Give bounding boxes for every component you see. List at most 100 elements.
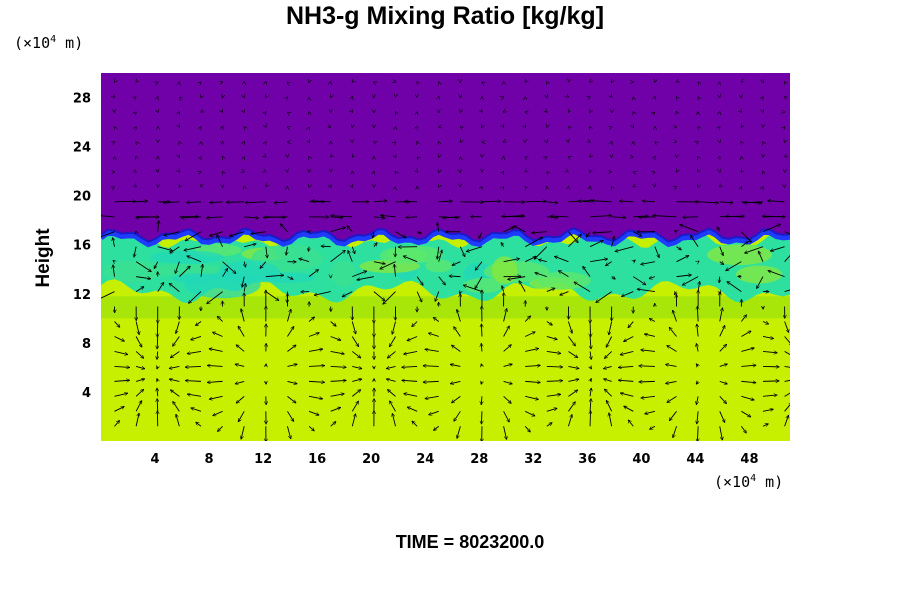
wind-vector [188,291,202,304]
wind-vector [428,410,439,415]
wind-vector [452,261,461,266]
wind-vector [135,217,158,218]
wind-vector [351,401,360,412]
wind-vector [342,291,353,298]
wind-vector [667,395,677,403]
wind-vector [568,351,578,359]
field-edge [101,228,790,248]
wind-vector [741,231,751,243]
wind-vector [481,324,482,337]
wind-vector [433,425,440,430]
wind-vector [309,366,325,367]
wind-vector [207,381,223,382]
x-tick-label: 16 [308,452,326,467]
wind-vector [435,291,440,302]
wind-vector [741,315,746,322]
wind-vector [674,292,676,295]
wind-vector [589,259,608,263]
wind-vector [609,321,613,336]
wind-vector [164,231,180,236]
wind-vector [762,224,781,233]
wind-vector [101,291,115,299]
wind-vector [665,364,677,367]
wind-vector [217,316,223,322]
wind-vector [672,310,677,322]
x-tick-label: 32 [524,452,542,467]
wind-vector [308,246,309,252]
wind-vector [741,381,756,382]
wind-vector [330,394,345,397]
wind-vector [762,351,777,352]
wind-vector [592,232,612,233]
wind-vector [503,380,513,384]
wind-vector [308,410,319,415]
wind-vector [169,379,180,382]
wind-vector [466,246,483,252]
wind-vector [380,261,396,270]
wind-vector [784,336,790,345]
wind-vector [620,351,634,354]
time-value: 8023200.0 [459,532,545,552]
field-patch [735,265,783,284]
wind-vector [503,308,507,322]
wind-vector [403,393,418,397]
wind-vector [605,336,613,347]
wind-vector [387,351,396,358]
x-tick-label: 20 [362,452,380,467]
wind-vector [190,336,202,339]
wind-vector [412,321,418,327]
wind-vector [244,217,259,218]
x-tick-label: 24 [416,452,434,467]
y-axis-unit: (×104 m) [14,34,83,52]
wind-vector [525,201,546,202]
wind-vector [451,395,461,403]
wind-vector [311,201,331,202]
field-patch [171,273,219,284]
wind-vector [568,321,572,334]
wind-vector [719,411,725,422]
wind-vector [235,380,245,384]
wind-vector [403,351,418,354]
wind-vector [287,411,295,421]
wind-vector [719,325,725,337]
wind-vector [652,216,677,217]
wind-vector [665,380,677,383]
wind-vector [287,395,296,403]
wind-vector [287,426,290,439]
wind-vector [784,351,790,356]
wind-vector [475,261,483,271]
wind-vector [416,291,422,303]
wind-vector [330,366,347,367]
wind-vector [287,326,295,337]
wind-vector [172,401,180,412]
wind-vector [743,202,764,203]
wind-vector [114,380,130,381]
wind-vector [351,246,355,254]
wind-vector [605,400,613,412]
wind-vector [157,336,158,349]
wind-vector [136,201,148,202]
wind-vector [169,365,180,368]
wind-vector [373,243,377,247]
wind-vector [762,216,785,217]
wind-vector [568,414,572,427]
wind-vector [136,365,145,368]
wind-vector [113,265,115,277]
y-tick-label: 12 [73,288,91,303]
x-tick-label: 12 [254,452,272,467]
wind-vector [546,394,561,397]
wind-vector [352,271,367,278]
wind-vector [525,348,539,352]
wind-vector [756,276,764,289]
wind-vector [596,291,612,304]
time-label: TIME = [395,532,460,552]
wind-vector [134,246,137,258]
wind-vector [690,235,699,247]
wind-vector [135,413,139,427]
wind-vector [459,246,465,257]
wind-vector [719,308,723,322]
wind-vector [590,378,592,381]
wind-vector [611,277,616,280]
y-tick-label: 8 [82,337,91,352]
y-tick-label: 20 [73,190,91,205]
